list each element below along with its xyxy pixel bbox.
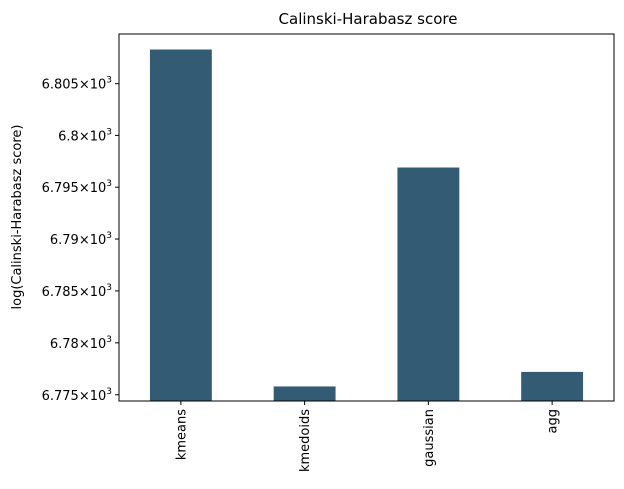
y-tick-label: 6.78×103 [50,335,112,352]
bar-kmedoids [273,386,336,401]
y-tick-label: 6.795×103 [42,179,112,196]
y-tick-label: 6.805×103 [42,76,112,93]
bar-kmeans [149,49,212,402]
x-tick-label: kmeans [174,409,189,460]
bars-group [149,49,584,402]
y-tick-label: 6.775×103 [42,387,112,404]
y-tick-label: 6.79×103 [50,231,112,248]
y-tick-label: 6.785×103 [42,283,112,300]
y-axis-label: log(Calinski-Harabasz score) [10,124,25,309]
x-tick-label: kmedoids [298,409,313,472]
x-tick-label: agg [546,409,561,433]
chart-title: Calinski-Harabasz score [279,10,458,28]
y-axis-ticks: 6.775×103 6.78×103 6.785×103 6.79×103 6.795×… [42,76,119,404]
y-tick-label: 6.8×103 [58,127,112,144]
x-tick-label: gaussian [422,409,437,467]
plot-frame [118,33,615,402]
x-axis-ticks: kmeans kmedoids gaussian agg [174,401,561,472]
bar-gaussian [397,167,460,401]
bar-agg [521,371,584,401]
